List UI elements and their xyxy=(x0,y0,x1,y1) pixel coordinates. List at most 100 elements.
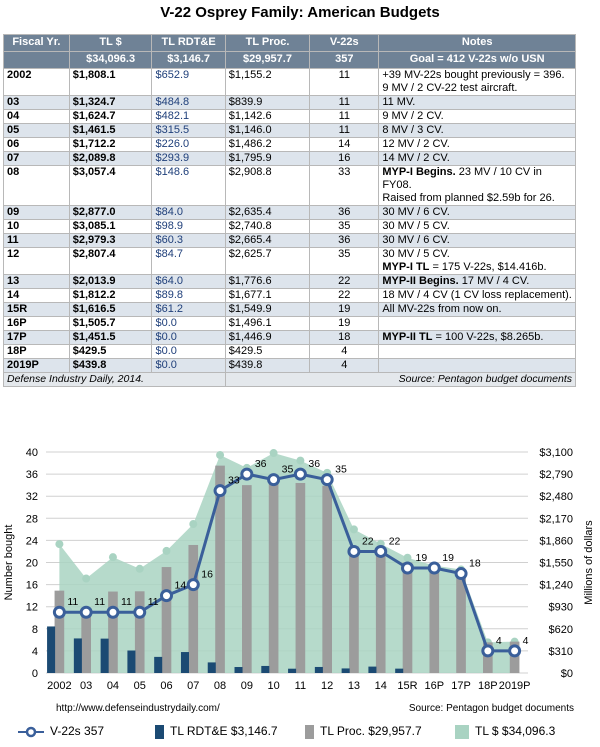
v22-data-label: 36 xyxy=(255,458,267,470)
note-line: MYP-II Begins. 17 MV / 4 CV. xyxy=(382,275,572,288)
y-tick-label: 36 xyxy=(26,469,38,481)
legend-label: TL RDT&E $3,146.7 xyxy=(170,724,278,738)
total-area-point xyxy=(403,553,412,562)
rdte-cell: $98.9 xyxy=(151,219,226,234)
note-text: 9 MV / 2 CV-22 test aircraft. xyxy=(382,82,518,94)
total-cell: $1,712.2 xyxy=(68,137,153,152)
v22-point xyxy=(52,605,66,619)
proc-cell: $1,446.9 xyxy=(224,330,311,345)
v22-data-label: 33 xyxy=(228,475,240,487)
rdte-cell: $0.0 xyxy=(151,316,226,331)
rdte-cell: $482.1 xyxy=(151,109,226,124)
rdte-bar xyxy=(180,652,189,673)
v22-count-cell: 22 xyxy=(309,288,380,303)
total-area-point xyxy=(55,540,64,549)
rdte-bar xyxy=(234,667,243,673)
y-tick-label: 20 xyxy=(26,558,38,570)
notes-cell: MYP-II TL = 100 V-22s, $8.265b. xyxy=(378,330,576,345)
y-right-tick-label: $2,170 xyxy=(539,513,573,525)
fiscal-year-cell: 2002 xyxy=(3,68,70,96)
notes-cell: MYP-II Begins. 17 MV / 4 CV. xyxy=(378,274,576,289)
proc-cell: $2,635.4 xyxy=(224,205,311,220)
v22-count-cell: 11 xyxy=(309,123,380,138)
x-tick-label: 14 xyxy=(375,680,387,692)
fiscal-year-cell: 05 xyxy=(3,123,70,138)
y-right-tick-label: $310 xyxy=(549,646,573,658)
proc-cell: $1,146.0 xyxy=(224,123,311,138)
proc-cell: $1,776.6 xyxy=(224,274,311,289)
proc-swatch-icon xyxy=(305,724,314,739)
table-row: 18P $429.5 $0.0 $429.5 4 xyxy=(3,344,576,359)
fiscal-year-cell: 03 xyxy=(3,95,70,110)
rdte-bar xyxy=(127,650,136,673)
note-text: All MV-22s from now on. xyxy=(382,303,502,315)
note-line: All MV-22s from now on. xyxy=(382,303,572,316)
proc-bar xyxy=(456,569,466,673)
proc-bar xyxy=(54,590,65,673)
table-footer-row: Defense Industry Daily, 2014. Source: Pe… xyxy=(3,372,577,387)
rdte-cell: $315.5 xyxy=(151,123,226,138)
v22-point xyxy=(160,589,173,603)
rdte-cell: $652.9 xyxy=(151,68,226,96)
total-area-point xyxy=(269,449,278,458)
v22-data-label: 11 xyxy=(121,596,132,608)
proc-cell: $1,486.2 xyxy=(224,137,311,152)
total-cell: $439.8 xyxy=(68,358,153,373)
v22-point xyxy=(240,467,254,481)
fiscal-year-cell: 09 xyxy=(3,205,70,220)
v22-point xyxy=(374,544,388,558)
notes-cell: 8 MV / 3 CV. xyxy=(378,123,576,138)
note-text: 14 MV / 2 CV. xyxy=(382,152,450,164)
y-right-tick-label: $1,550 xyxy=(539,558,573,570)
table-row: 10 $3,085.1 $98.9 $2,740.8 35 30 MV / 5 CV. xyxy=(3,219,576,234)
legend-label: TL Proc. $29,957.7 xyxy=(320,724,422,738)
table-row: 2002 $1,808.1 $652.9 $1,155.2 11 +39 MV-22s b… xyxy=(3,68,576,96)
rdte-bar xyxy=(341,668,350,673)
v22-count-cell: 36 xyxy=(309,233,380,248)
note-text: +39 MV-22s bought previously = 396. xyxy=(382,69,565,81)
note-text: Raised from planned $2.59b for 26. xyxy=(382,192,555,204)
rdte-cell: $0.0 xyxy=(151,330,226,345)
proc-bar xyxy=(483,642,493,673)
x-tick-label: 12 xyxy=(321,680,333,692)
proc-cell: $2,908.8 xyxy=(224,165,311,206)
note-text: 11 MV. xyxy=(382,96,416,108)
rdte-swatch-icon xyxy=(155,724,164,739)
legend-item-line: V-22s 357 xyxy=(18,724,104,738)
note-text: 8 MV / 3 CV. xyxy=(382,124,444,136)
total-cell: $2,089.8 xyxy=(68,151,153,166)
table-header-row: Fiscal Yr. TL $ TL RDT&E TL Proc. V-22s … xyxy=(3,34,576,52)
proc-cell: $1,496.1 xyxy=(224,316,311,331)
y-right-tick-label: $930 xyxy=(549,602,573,614)
v22-count-cell: 18 xyxy=(309,330,380,345)
note-line: 9 MV / 2 CV. xyxy=(382,110,572,123)
credit-url: http://www.defenseindustrydaily.com/ xyxy=(56,703,220,714)
note-text: 23 MV / 10 CV in FY08. xyxy=(382,166,542,191)
rdte-bar xyxy=(261,665,270,673)
x-tick-label: 06 xyxy=(160,680,172,692)
fiscal-year-cell: 2019P xyxy=(3,358,70,373)
chart-legend: V-22s 357 TL RDT&E $3,146.7 TL Proc. $29… xyxy=(0,722,600,744)
proc-bar xyxy=(322,485,332,673)
v22-data-label: 22 xyxy=(389,535,401,547)
v22-point xyxy=(454,567,468,581)
fiscal-year-cell: 14 xyxy=(3,288,70,303)
v22-data-label: 35 xyxy=(282,464,294,476)
table-row: 06 $1,712.2 $226.0 $1,486.2 14 12 MV / 2 CV. xyxy=(3,137,576,152)
legend-item-rdte: TL RDT&E $3,146.7 xyxy=(155,724,278,739)
area-swatch-icon xyxy=(455,724,469,739)
notes-cell: 30 MV / 6 CV. xyxy=(378,205,576,220)
budget-chart: 0481216202428323640$0$310$620$930$1,240$… xyxy=(3,447,595,692)
fiscal-year-cell: 11 xyxy=(3,233,70,248)
note-line: 9 MV / 2 CV-22 test aircraft. xyxy=(382,82,572,95)
note-line: MYP-II TL = 100 V-22s, $8.265b. xyxy=(382,331,572,344)
note-line: +39 MV-22s bought previously = 396. xyxy=(382,69,572,82)
x-tick-label: 04 xyxy=(107,680,119,692)
proc-cell: $429.5 xyxy=(224,344,311,359)
proc-bar xyxy=(81,613,91,673)
y-right-axis-title: Millions of dollars xyxy=(583,520,595,605)
rdte-cell: $60.3 xyxy=(151,233,226,248)
v22-data-label: 19 xyxy=(416,552,428,564)
note-line: MYP-I Begins. 23 MV / 10 CV in FY08. xyxy=(382,166,572,192)
rdte-cell: $61.2 xyxy=(151,302,226,317)
